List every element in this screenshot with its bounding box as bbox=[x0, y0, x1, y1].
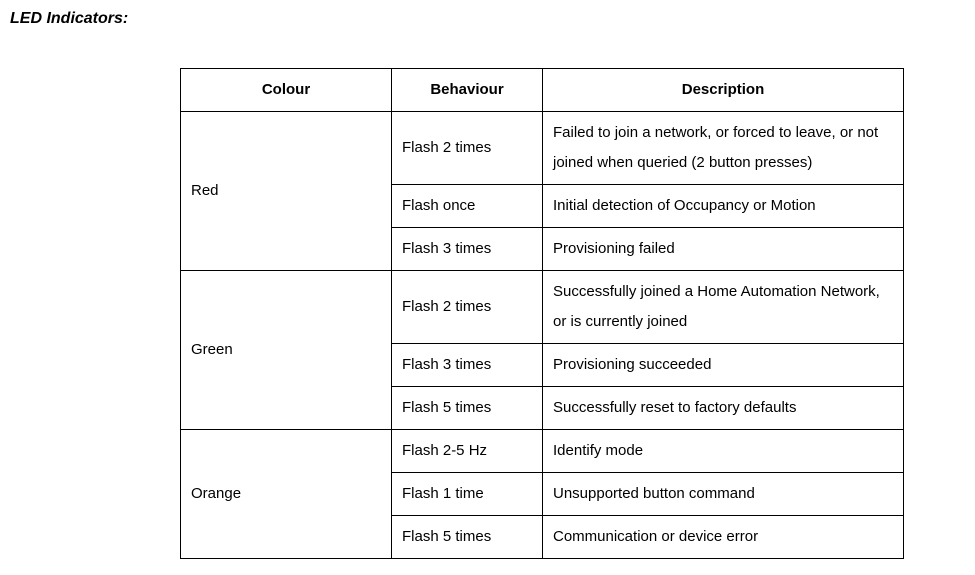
behaviour-cell: Flash 3 times bbox=[392, 344, 543, 387]
behaviour-cell: Flash 2 times bbox=[392, 112, 543, 185]
colour-cell: Green bbox=[181, 271, 392, 430]
description-cell: Identify mode bbox=[543, 430, 904, 473]
table-header-row: Colour Behaviour Description bbox=[181, 69, 904, 112]
description-cell: Initial detection of Occupancy or Motion bbox=[543, 185, 904, 228]
table-row: Orange Flash 2-5 Hz Identify mode bbox=[181, 430, 904, 473]
description-cell: Provisioning succeeded bbox=[543, 344, 904, 387]
behaviour-cell: Flash 3 times bbox=[392, 228, 543, 271]
description-cell: Unsupported button command bbox=[543, 473, 904, 516]
header-behaviour: Behaviour bbox=[392, 69, 543, 112]
behaviour-cell: Flash 2 times bbox=[392, 271, 543, 344]
behaviour-cell: Flash 5 times bbox=[392, 387, 543, 430]
table-row: Green Flash 2 times Successfully joined … bbox=[181, 271, 904, 344]
behaviour-cell: Flash 5 times bbox=[392, 516, 543, 559]
description-cell: Communication or device error bbox=[543, 516, 904, 559]
section-title: LED Indicators: bbox=[10, 10, 945, 28]
description-cell: Provisioning failed bbox=[543, 228, 904, 271]
header-colour: Colour bbox=[181, 69, 392, 112]
description-cell: Failed to join a network, or forced to l… bbox=[543, 112, 904, 185]
behaviour-cell: Flash 1 time bbox=[392, 473, 543, 516]
table-row: Red Flash 2 times Failed to join a netwo… bbox=[181, 112, 904, 185]
colour-cell: Orange bbox=[181, 430, 392, 559]
colour-cell: Red bbox=[181, 112, 392, 271]
description-cell: Successfully joined a Home Automation Ne… bbox=[543, 271, 904, 344]
led-indicators-table: Colour Behaviour Description Red Flash 2… bbox=[180, 68, 904, 559]
behaviour-cell: Flash once bbox=[392, 185, 543, 228]
behaviour-cell: Flash 2-5 Hz bbox=[392, 430, 543, 473]
description-cell: Successfully reset to factory defaults bbox=[543, 387, 904, 430]
header-description: Description bbox=[543, 69, 904, 112]
